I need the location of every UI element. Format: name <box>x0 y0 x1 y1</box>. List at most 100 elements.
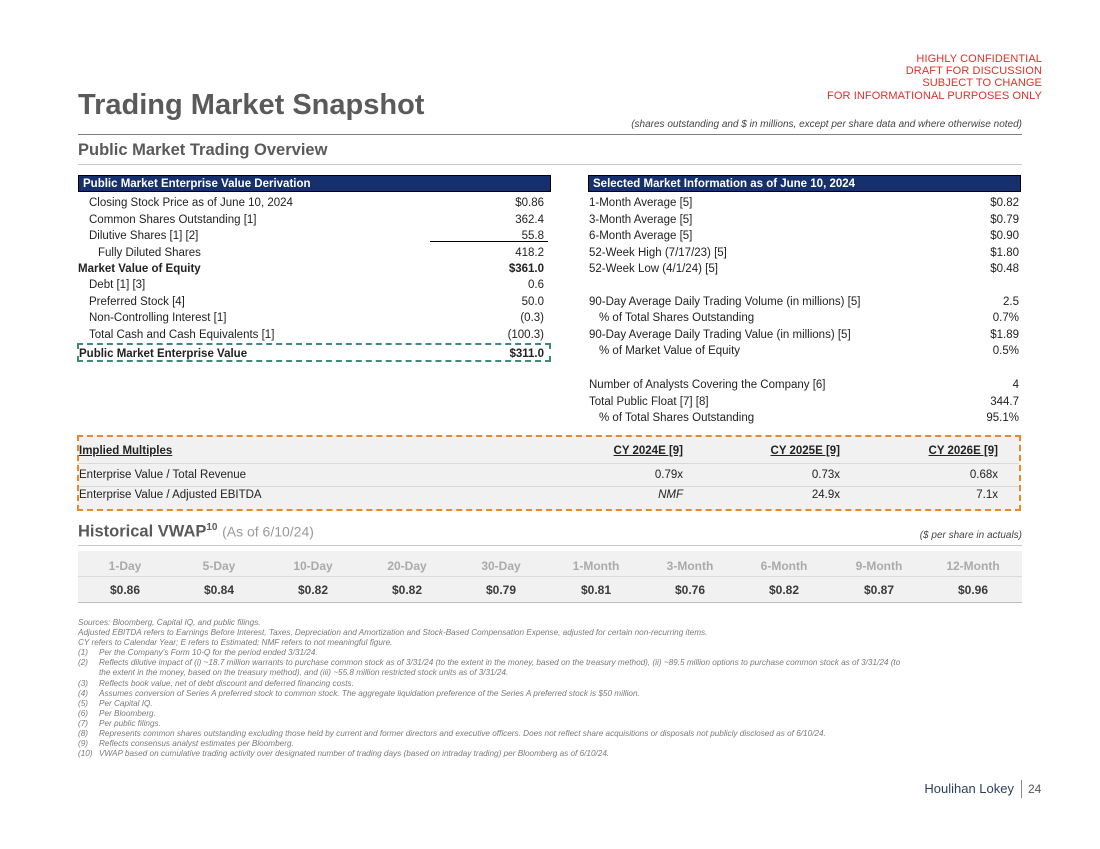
footer-separator <box>1021 780 1022 798</box>
vwap-value: $0.96 <box>957 583 989 597</box>
ev-row-label: Market Value of Equity <box>78 262 201 275</box>
footnote: (7) Per public filings. <box>78 719 908 729</box>
footnote-number: (3) <box>78 678 89 688</box>
footnote-text: Per public filings. <box>99 718 161 728</box>
ev-row-label: Total Cash and Cash Equivalents [1] <box>89 328 275 341</box>
vwap-period-label: 5-Day <box>202 559 236 573</box>
market-info-label: 90-Day Average Daily Trading Value (in m… <box>589 328 851 341</box>
title-divider <box>78 134 1022 135</box>
market-info-row: 90-Day Average Daily Trading Volume (in … <box>589 291 1019 308</box>
vwap-as-of: (As of 6/10/24) <box>222 523 314 540</box>
market-info-value: $0.48 <box>990 262 1019 275</box>
multiples-row: Enterprise Value / Adjusted EBITDA NMF 2… <box>79 484 1019 506</box>
implied-multiples-header: Implied Multiples CY 2024E [9] CY 2025E … <box>79 440 1019 462</box>
market-info-label: 52-Week High (7/17/23) [5] <box>589 246 727 259</box>
market-info-value: $1.89 <box>990 328 1019 341</box>
footnote-number: (2) <box>78 658 89 668</box>
multiples-label: Enterprise Value / Total Revenue <box>79 469 247 481</box>
market-info-value: 2.5 <box>1003 295 1019 308</box>
market-info-row: 90-Day Average Daily Trading Value (in m… <box>589 324 1019 341</box>
footnote-text: Per Bloomberg. <box>99 708 156 718</box>
page-number: 24 <box>1028 782 1042 796</box>
multiples-row: Enterprise Value / Total Revenue 0.79x 0… <box>79 464 1019 486</box>
footnote-text: Reflects consensus analyst estimates per… <box>99 739 294 749</box>
footnote-text: Reflects dilutive impact of (i) ~18.7 mi… <box>99 658 901 678</box>
vwap-period-label: 1-Day <box>108 559 142 573</box>
vwap-footnote-ref: 10 <box>206 522 218 533</box>
vwap-period-label: 20-Day <box>387 559 427 573</box>
vwap-period-label: 6-Month <box>760 559 808 573</box>
vwap-value: $0.86 <box>109 583 141 597</box>
market-info-row: 6-Month Average [5] $0.90 <box>589 226 1019 242</box>
market-info-label: Total Public Float [7] [8] <box>589 395 709 408</box>
confidential-line-3: SUBJECT TO CHANGE <box>922 77 1042 90</box>
vwap-value: $0.81 <box>580 583 612 597</box>
market-info-row: 3-Month Average [5] $0.79 <box>589 209 1019 226</box>
market-info-value: 0.5% <box>992 344 1019 357</box>
vwap-value: $0.79 <box>485 583 517 597</box>
vwap-value: $0.82 <box>391 583 423 597</box>
market-info-label: 3-Month Average [5] <box>589 213 693 226</box>
ev-row-value: 362.4 <box>515 213 544 226</box>
confidential-line-2: DRAFT FOR DISCUSSION <box>905 65 1042 78</box>
ev-row-value: 0.6 <box>528 279 544 292</box>
ev-row-label: Non-Controlling Interest [1] <box>89 312 227 325</box>
confidentiality-stamp: HIGHLY CONFIDENTIAL DRAFT FOR DISCUSSION… <box>827 53 1042 102</box>
multiples-value: 0.79x <box>654 469 683 481</box>
footnote-number: (5) <box>78 698 89 708</box>
subtotal-rule <box>430 241 548 242</box>
ev-row: Debt [1] [3] 0.6 <box>78 275 550 291</box>
multiples-divider <box>79 486 1019 487</box>
market-info-row: % of Total Shares Outstanding 0.7% <box>589 308 1019 324</box>
footnote: (1) Per the Company's Form 10-Q for the p… <box>78 648 908 658</box>
footnote-number: (6) <box>78 708 89 718</box>
market-info-label: % of Total Shares Outstanding <box>599 412 755 425</box>
ev-row-value: (100.3) <box>507 328 544 341</box>
vwap-title-text: Historical VWAP <box>78 522 207 541</box>
multiples-value: 7.1x <box>976 489 998 501</box>
footnote: (9) Reflects consensus analyst estimates … <box>78 739 908 749</box>
footnote-text: Per Capital IQ. <box>99 698 153 708</box>
vwap-period-label: 1-Month <box>572 559 620 573</box>
market-info-value: $0.79 <box>990 213 1019 226</box>
multiples-value: 24.9x <box>811 489 840 501</box>
ev-derivation-header: Public Market Enterprise Value Derivatio… <box>78 175 551 192</box>
footnotes: Sources: Bloomberg, Capital IQ, and publ… <box>78 618 908 759</box>
footnote-text: Reflects book value, net of debt discoun… <box>99 678 354 688</box>
market-info-label: 1-Month Average [5] <box>589 197 693 210</box>
col-cy2025: CY 2025E [9] <box>770 445 840 457</box>
footnote: (10) VWAP based on cumulative trading act… <box>78 749 908 759</box>
ev-row-label: Debt [1] [3] <box>89 279 146 292</box>
market-info-value: 0.7% <box>992 312 1019 325</box>
ev-highlight-box <box>77 343 551 362</box>
implied-multiples-box <box>77 435 1021 511</box>
footnote-number: (9) <box>78 739 89 749</box>
ev-row-label: Dilutive Shares [1] [2] <box>89 230 199 243</box>
market-info-row: % of Market Value of Equity 0.5% <box>589 341 1019 357</box>
footnote-number: (1) <box>78 648 89 658</box>
market-info-value: $0.90 <box>990 230 1019 243</box>
multiples-label: Enterprise Value / Adjusted EBITDA <box>79 489 262 501</box>
market-info-row: 52-Week Low (4/1/24) [5] $0.48 <box>589 259 1019 275</box>
footnote-number: (10) <box>78 749 93 759</box>
ev-row-label: Common Shares Outstanding [1] <box>89 213 257 226</box>
market-info-value: $1.80 <box>990 246 1019 259</box>
col-cy2024: CY 2024E [9] <box>613 445 683 457</box>
vwap-divider <box>78 545 1022 546</box>
multiples-value: NMF <box>658 489 683 501</box>
ev-row-value: $311.0 <box>509 347 544 360</box>
implied-multiples-title: Implied Multiples <box>79 445 173 457</box>
footnote-number: (4) <box>78 688 89 698</box>
footnote: (4) Assumes conversion of Series A prefer… <box>78 689 908 699</box>
abbreviations-note: CY refers to Calendar Year; E refers to … <box>78 638 393 648</box>
multiples-value: 0.68x <box>969 469 998 481</box>
market-info-value: 95.1% <box>986 412 1019 425</box>
market-info-label: % of Market Value of Equity <box>599 344 741 357</box>
footnote-text: Represents common shares outstanding exc… <box>99 729 826 739</box>
market-info-row: % of Total Shares Outstanding 95.1% <box>589 408 1019 424</box>
company-logo: Houlihan Lokey <box>924 781 1014 796</box>
ev-row-value: 55.8 <box>521 230 544 243</box>
vwap-title: Historical VWAP10 (As of 6/10/24) <box>78 522 314 542</box>
ev-row-value: (0.3) <box>520 312 544 325</box>
footnote-text: VWAP based on cumulative trading activit… <box>99 749 610 759</box>
